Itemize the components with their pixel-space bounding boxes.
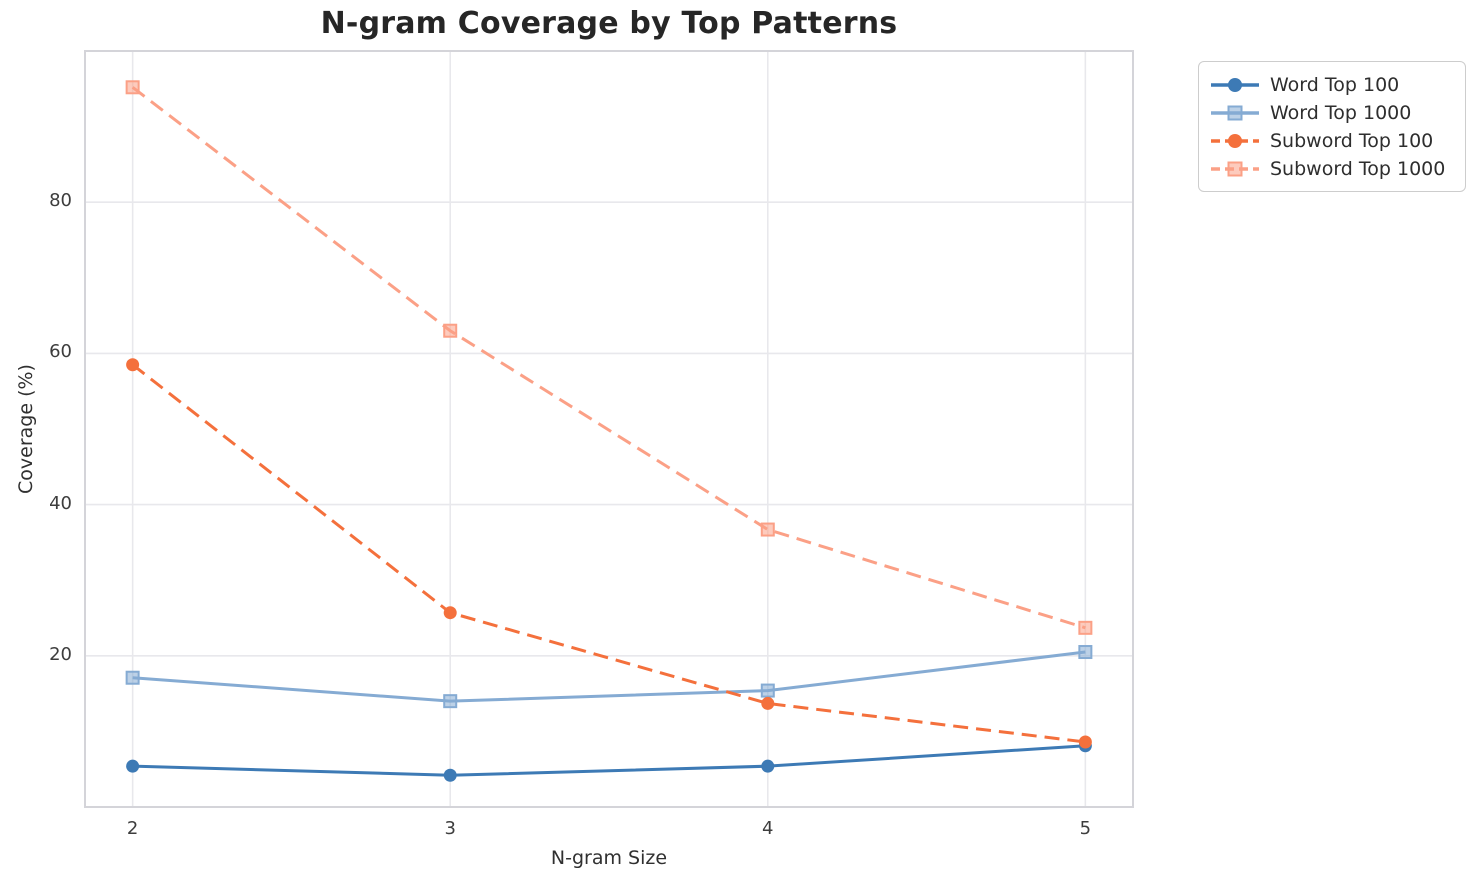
legend-item: Word Top 100 bbox=[1210, 71, 1453, 98]
legend-item: Word Top 1000 bbox=[1210, 99, 1453, 126]
x-tick-label: 5 bbox=[1079, 818, 1092, 839]
y-tick-label: 80 bbox=[49, 190, 72, 212]
legend-line-sample bbox=[1211, 133, 1259, 148]
series-line bbox=[132, 744, 1086, 777]
data-point-marker bbox=[443, 606, 457, 620]
x-tick-label: 3 bbox=[444, 818, 456, 839]
data-point-marker bbox=[760, 683, 775, 698]
data-point-marker bbox=[125, 80, 140, 95]
data-point-marker bbox=[1078, 645, 1093, 660]
legend-item: Subword Top 100 bbox=[1210, 127, 1453, 154]
x-tick-label: 2 bbox=[126, 818, 139, 839]
legend-marker bbox=[1227, 105, 1243, 120]
y-tick-label: 20 bbox=[49, 643, 72, 665]
x-axis-label: N-gram Size bbox=[550, 847, 668, 869]
legend-label: Word Top 1000 bbox=[1270, 101, 1412, 124]
series-line bbox=[131, 86, 1086, 630]
legend-item: Subword Top 1000 bbox=[1210, 155, 1453, 182]
data-point-marker bbox=[126, 358, 140, 372]
legend-marker bbox=[1228, 77, 1242, 92]
data-point-marker bbox=[761, 696, 775, 710]
data-point-marker bbox=[443, 323, 458, 338]
y-tick-label: 60 bbox=[49, 341, 72, 363]
series-line bbox=[131, 363, 1086, 744]
legend-label: Subword Top 100 bbox=[1270, 129, 1434, 152]
data-point-marker bbox=[760, 522, 775, 537]
data-point-marker bbox=[126, 759, 140, 773]
legend-line-sample bbox=[1211, 77, 1259, 92]
x-tick-label: 4 bbox=[762, 818, 774, 839]
y-tick-label: 40 bbox=[49, 492, 72, 514]
data-point-marker bbox=[443, 694, 458, 709]
legend-marker bbox=[1227, 161, 1243, 176]
legend-line-sample bbox=[1211, 105, 1259, 120]
data-point-marker bbox=[1078, 735, 1092, 749]
data-point-marker bbox=[761, 759, 775, 773]
series-line bbox=[132, 650, 1086, 703]
legend-label: Subword Top 1000 bbox=[1270, 157, 1446, 180]
data-point-marker bbox=[125, 670, 140, 685]
plot-border bbox=[84, 50, 1134, 808]
legend: Word Top 100 Word Top 1000 Subword Top 100… bbox=[1198, 61, 1466, 192]
legend-marker bbox=[1228, 133, 1242, 148]
data-point-marker bbox=[1078, 620, 1093, 635]
chart-title: N-gram Coverage by Top Patterns bbox=[320, 6, 898, 41]
legend-line-sample bbox=[1211, 161, 1259, 176]
legend-label: Word Top 100 bbox=[1270, 73, 1400, 96]
data-point-marker bbox=[443, 768, 457, 782]
y-axis-label: Coverage (%) bbox=[15, 364, 37, 494]
